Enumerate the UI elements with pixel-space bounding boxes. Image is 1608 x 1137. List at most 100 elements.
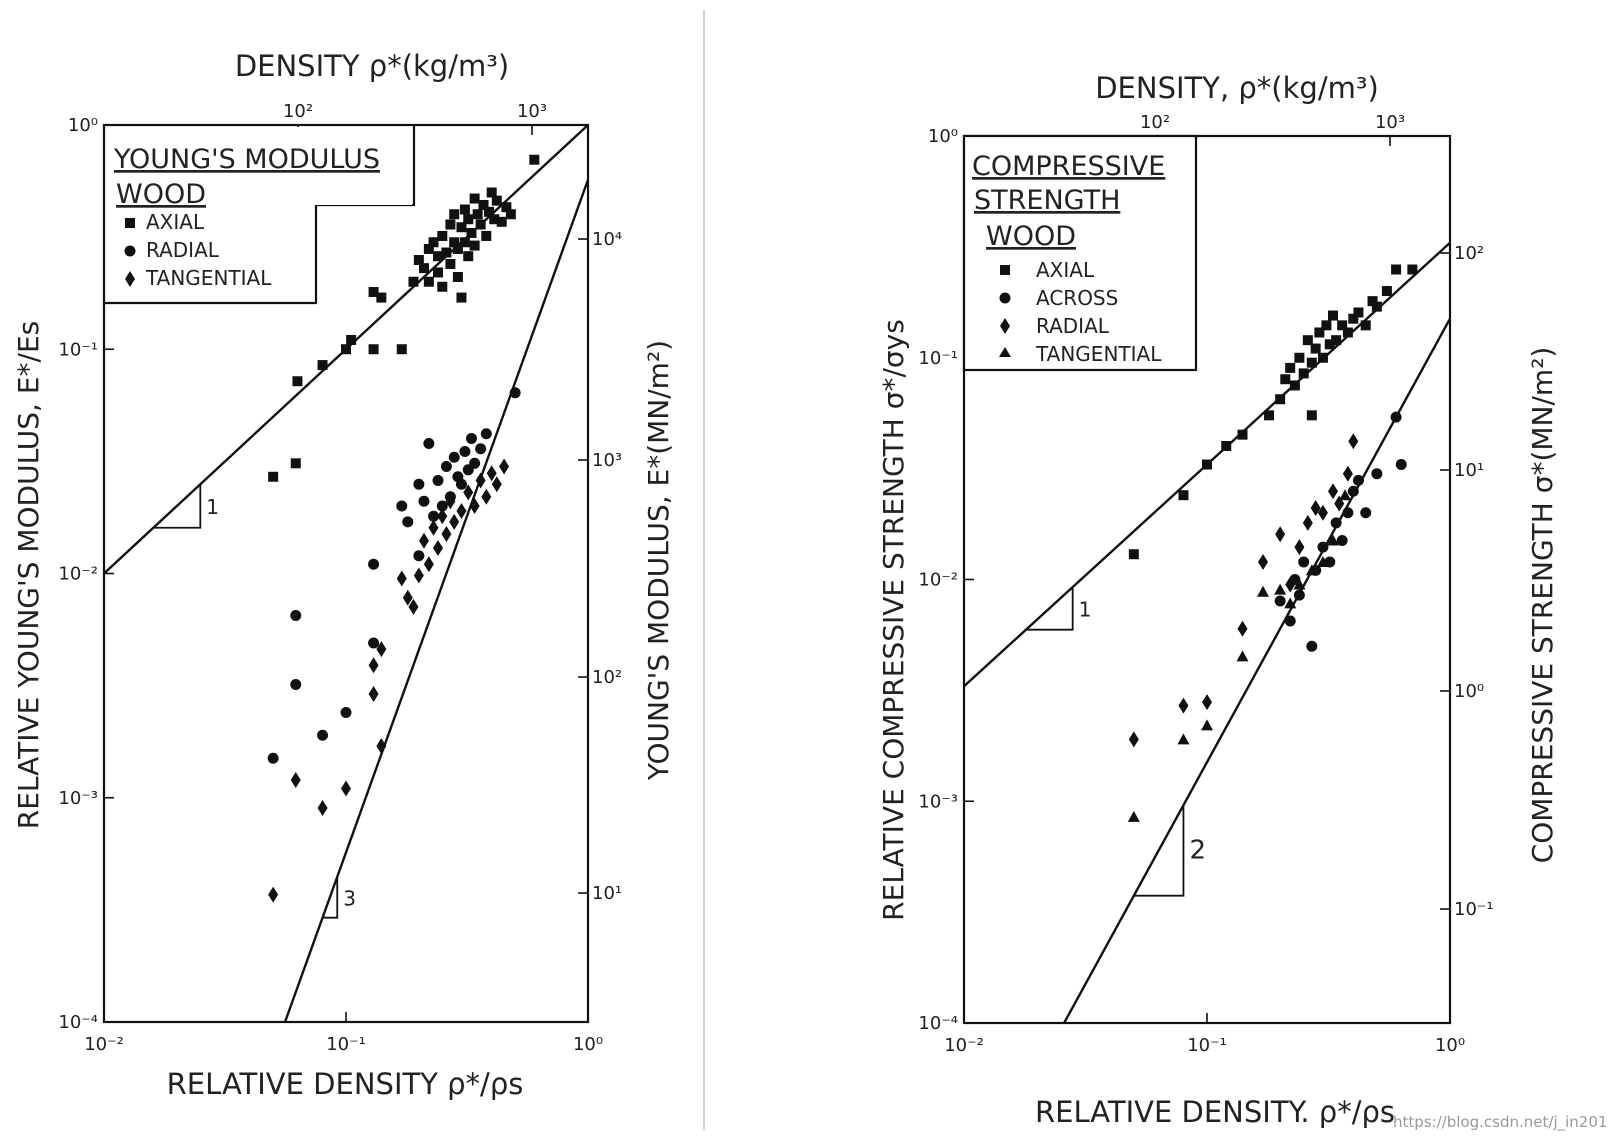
data-point-axial bbox=[1317, 352, 1328, 363]
right-tick-label: 10⁴ bbox=[592, 229, 622, 250]
bottom-tick-label: 10⁻² bbox=[84, 1034, 124, 1055]
legend-circle-icon bbox=[124, 245, 136, 257]
legend-circle-icon bbox=[999, 292, 1011, 304]
slope-label: 2 bbox=[1189, 835, 1206, 865]
data-point-tangential bbox=[475, 472, 486, 489]
data-point-axial bbox=[1302, 335, 1313, 346]
axis-ticks: 10⁻² 10⁻¹ 10⁰ 10⁻⁴ 10⁻³ 10⁻² 10⁻¹ 10⁰ 10² 10³ 10⁻¹… bbox=[918, 112, 1493, 1056]
data-point-axial bbox=[396, 344, 407, 355]
data-point-tangential bbox=[433, 539, 444, 556]
data-point-tangential bbox=[1284, 597, 1297, 609]
legend-diamond-icon bbox=[125, 271, 135, 287]
data-point-axial bbox=[1178, 490, 1189, 501]
data-point-axial bbox=[463, 251, 474, 262]
slope-triangle bbox=[1026, 587, 1074, 631]
data-point-tangential bbox=[413, 567, 424, 584]
data-point-radial bbox=[317, 729, 329, 741]
right-tick-label: 10⁰ bbox=[1454, 681, 1484, 702]
data-point-tangential bbox=[408, 598, 419, 615]
data-point-tangential bbox=[469, 497, 480, 514]
data-point-axial bbox=[1327, 310, 1338, 321]
data-point-axial bbox=[1310, 343, 1321, 354]
data-point-tangential bbox=[376, 641, 387, 658]
data-point-radial bbox=[1294, 539, 1305, 556]
data-point-tangential bbox=[1305, 564, 1318, 576]
data-point-radial bbox=[423, 437, 435, 449]
data-point-axial bbox=[529, 154, 540, 165]
data-point-radial bbox=[1275, 526, 1286, 543]
left-tick-label: 10⁰ bbox=[68, 115, 98, 136]
bottom-tick-label: 10⁻² bbox=[944, 1035, 984, 1056]
slope-label: 1 bbox=[206, 495, 219, 519]
data-point-tangential bbox=[317, 800, 328, 817]
data-point-axial bbox=[475, 219, 486, 230]
left-tick-label: 10⁻³ bbox=[58, 788, 98, 809]
data-point-tangential bbox=[268, 886, 279, 903]
data-point-axial bbox=[1367, 296, 1378, 307]
data-point-axial bbox=[1298, 368, 1309, 379]
data-point-axial bbox=[1264, 410, 1275, 421]
data-point-radial bbox=[396, 500, 408, 512]
left-tick-label: 10⁻³ bbox=[918, 791, 958, 812]
legend-triangle-icon bbox=[999, 347, 1011, 357]
data-point-axial bbox=[472, 209, 483, 220]
data-point-tangential bbox=[1274, 583, 1287, 595]
bottom-axis-label: RELATIVE DENSITY. ρ*/ρs bbox=[1035, 1095, 1395, 1129]
data-point-tangential bbox=[418, 532, 429, 549]
data-point-across bbox=[1284, 615, 1296, 627]
top-axis-label: DENSITY, ρ*(kg/m³) bbox=[1095, 71, 1379, 105]
data-point-tangential bbox=[376, 738, 387, 755]
legend-item-axial: AXIAL bbox=[146, 210, 205, 234]
data-point-axial bbox=[1360, 320, 1371, 331]
data-point-tangential bbox=[1201, 719, 1213, 731]
data-point-tangential bbox=[481, 488, 492, 505]
data-points bbox=[267, 154, 540, 903]
legend-item-radial: RADIAL bbox=[146, 238, 220, 262]
data-point-radial bbox=[368, 637, 380, 649]
data-point-axial bbox=[1306, 357, 1317, 368]
data-point-across bbox=[1352, 474, 1364, 486]
data-point-radial bbox=[1128, 731, 1139, 748]
data-point-radial bbox=[448, 451, 460, 463]
legend-square-icon bbox=[1000, 265, 1010, 275]
slope-triangle bbox=[153, 484, 202, 529]
data-point-radial bbox=[1317, 504, 1328, 521]
data-point-axial bbox=[496, 216, 507, 227]
data-point-axial bbox=[459, 204, 470, 215]
data-point-tangential bbox=[1339, 489, 1352, 501]
data-point-axial bbox=[1371, 301, 1382, 312]
data-point-tangential bbox=[368, 657, 379, 674]
legend-title: YOUNG'S MODULUS bbox=[113, 144, 380, 175]
data-point-axial bbox=[433, 251, 444, 262]
left-tick-label: 10⁻¹ bbox=[58, 339, 98, 360]
left-tick-label: 10⁻⁴ bbox=[58, 1012, 98, 1033]
top-tick-label: 10³ bbox=[517, 101, 547, 122]
data-point-across bbox=[1298, 556, 1310, 568]
data-point-across bbox=[1274, 595, 1286, 607]
data-point-radial bbox=[340, 706, 352, 718]
legend-square-icon bbox=[125, 218, 135, 228]
data-point-axial bbox=[433, 267, 444, 278]
data-point-axial bbox=[317, 360, 328, 371]
left-axis-label: RELATIVE YOUNG'S MODULUS, E*/Es bbox=[12, 321, 45, 830]
data-point-axial bbox=[1381, 285, 1392, 296]
data-point-axial bbox=[376, 292, 387, 303]
data-point-radial bbox=[432, 474, 444, 486]
data-point-axial bbox=[341, 344, 351, 355]
fit-line-slope-2 bbox=[1063, 318, 1452, 1024]
data-point-radial bbox=[455, 478, 467, 490]
data-point-across bbox=[1360, 507, 1372, 519]
data-point-axial bbox=[1407, 264, 1418, 275]
legend-title: COMPRESSIVE bbox=[972, 151, 1165, 182]
legend-item-axial: AXIAL bbox=[1036, 258, 1095, 282]
data-point-axial bbox=[1202, 459, 1212, 470]
data-point-tangential bbox=[491, 476, 502, 493]
data-point-axial bbox=[1306, 410, 1317, 421]
data-point-radial bbox=[440, 461, 452, 473]
data-point-tangential bbox=[437, 508, 448, 525]
data-point-radial bbox=[1237, 620, 1248, 637]
data-point-axial bbox=[1289, 380, 1300, 391]
legend: COMPRESSIVE STRENGTH WOOD AXIAL ACROSS R… bbox=[962, 134, 1198, 372]
data-point-axial bbox=[1342, 327, 1353, 338]
right-axis-label: YOUNG'S MODULUS, E*(MN/m²) bbox=[642, 340, 675, 781]
